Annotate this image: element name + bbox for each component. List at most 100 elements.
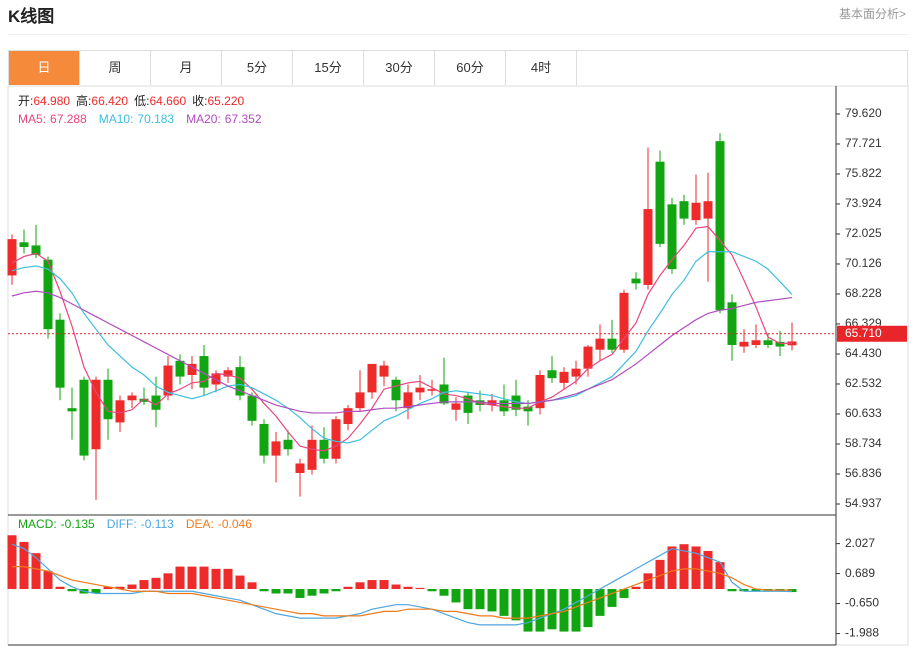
candle-body: [223, 370, 233, 377]
legend-value: 70.183: [137, 112, 174, 126]
ma-line: [11, 225, 792, 452]
legend-name: MA10:: [99, 112, 134, 126]
candle-body: [79, 379, 89, 456]
macd-bar: [463, 589, 473, 610]
candle-body: [535, 375, 545, 409]
period-tab[interactable]: 15分: [293, 51, 364, 85]
legend-value: 67.352: [225, 112, 262, 126]
macd-bar: [595, 589, 605, 616]
candle-body: [463, 395, 473, 413]
divider: [8, 34, 908, 35]
period-tab[interactable]: 日: [9, 51, 80, 85]
candle-body: [163, 365, 173, 396]
candle-body: [115, 400, 125, 423]
macd-bar: [619, 589, 629, 598]
ma-line: [11, 290, 793, 414]
candle-body: [775, 341, 785, 347]
candle-body: [271, 441, 281, 456]
candle-body: [691, 202, 701, 221]
candle-body: [751, 340, 761, 345]
legend-value: -0.046: [218, 517, 252, 531]
macd-bar: [283, 589, 293, 594]
candle-body: [247, 395, 257, 421]
macd-bar: [43, 571, 53, 590]
macd-bar: [223, 568, 233, 590]
y-tick-label: -1.988: [845, 626, 879, 640]
candle-body: [391, 379, 401, 401]
y-tick-label: 56.836: [845, 466, 882, 480]
y-tick-label: 58.734: [845, 436, 882, 450]
quote-value: 64.660: [149, 94, 186, 108]
candle-body: [427, 389, 437, 391]
period-tab[interactable]: 30分: [364, 51, 435, 85]
candle-body: [379, 365, 389, 377]
macd-bar: [247, 582, 257, 590]
macd-bar: [211, 568, 221, 590]
period-tab[interactable]: 周: [80, 51, 151, 85]
macd-bar: [643, 573, 653, 590]
candle-body: [91, 379, 101, 450]
macd-bar: [139, 580, 149, 590]
period-tab[interactable]: 月: [151, 51, 222, 85]
macd-bar: [475, 589, 485, 610]
period-tab[interactable]: 60分: [435, 51, 506, 85]
candle-body: [259, 423, 269, 456]
candle-body: [343, 408, 353, 424]
candle-body: [235, 367, 245, 396]
period-tab[interactable]: 5分: [222, 51, 293, 85]
candle-body: [367, 363, 377, 393]
candle-body: [607, 338, 617, 350]
macd-bar: [343, 586, 353, 590]
macd-bar: [583, 589, 593, 628]
macd-bar: [631, 586, 641, 590]
candle-body: [331, 419, 341, 459]
candle-body: [199, 356, 209, 388]
page-title: K线图: [8, 7, 55, 26]
macd-bar: [175, 566, 185, 590]
candle-body: [283, 439, 293, 450]
plot-frame: [7, 85, 909, 646]
candle-body: [643, 209, 653, 285]
macd-bar: [235, 575, 245, 590]
ma-legend: MA5: 67.288 MA10: 70.183 MA20: 67.352: [18, 112, 262, 126]
candle-body: [31, 245, 41, 255]
macd-bar: [259, 589, 269, 592]
y-tick-label: 72.025: [845, 226, 882, 240]
candle-body: [739, 341, 749, 347]
period-tab[interactable]: 4时: [506, 51, 577, 85]
candle-body: [67, 408, 77, 412]
candle-body: [559, 371, 569, 383]
macd-bar: [451, 589, 461, 603]
macd-bar: [355, 582, 365, 590]
quote-label: 低:: [134, 94, 149, 108]
candle-body: [523, 406, 533, 412]
candle-body: [703, 201, 713, 219]
y-tick-label: 60.633: [845, 406, 882, 420]
macd-bar: [367, 580, 377, 590]
macd-bar: [487, 589, 497, 612]
macd-bar: [571, 589, 581, 632]
candle-body: [103, 379, 113, 420]
macd-legend: MACD: -0.135 DIFF: -0.113 DEA: -0.046: [18, 517, 252, 531]
y-tick-label: 54.937: [845, 496, 882, 510]
last-price-tag: [837, 325, 907, 342]
fundamentals-link[interactable]: 基本面分析>: [838, 7, 906, 21]
candle-body: [583, 346, 593, 369]
candle-body: [355, 392, 365, 409]
macd-bar: [679, 544, 689, 590]
candle-body: [499, 400, 509, 412]
macd-bar: [523, 589, 533, 632]
legend-name: MACD:: [18, 517, 57, 531]
candle-body: [631, 278, 641, 284]
candle-body: [403, 392, 413, 409]
candle-body: [619, 292, 629, 350]
candle-body: [19, 242, 29, 248]
y-tick-label: 62.532: [845, 376, 882, 390]
macd-bar: [751, 589, 761, 592]
candle-body: [487, 400, 497, 406]
last-price-label: 65.710: [845, 326, 882, 340]
candle-body: [151, 395, 161, 410]
quote-value: 65.220: [207, 94, 244, 108]
